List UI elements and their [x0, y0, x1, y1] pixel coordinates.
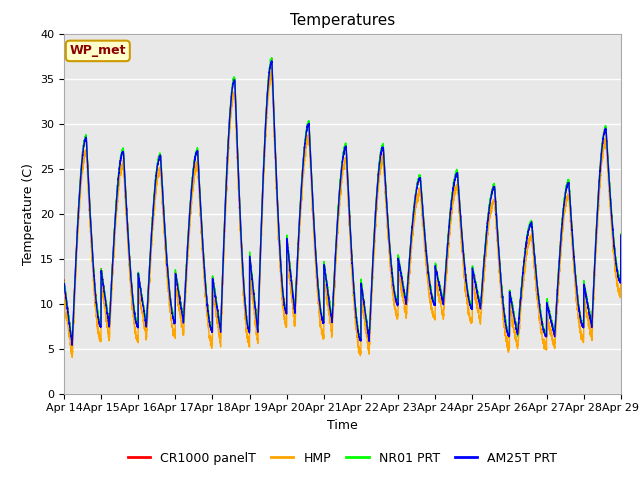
Text: WP_met: WP_met: [70, 44, 126, 58]
Title: Temperatures: Temperatures: [290, 13, 395, 28]
X-axis label: Time: Time: [327, 419, 358, 432]
Y-axis label: Temperature (C): Temperature (C): [22, 163, 35, 264]
Legend: CR1000 panelT, HMP, NR01 PRT, AM25T PRT: CR1000 panelT, HMP, NR01 PRT, AM25T PRT: [123, 447, 562, 469]
